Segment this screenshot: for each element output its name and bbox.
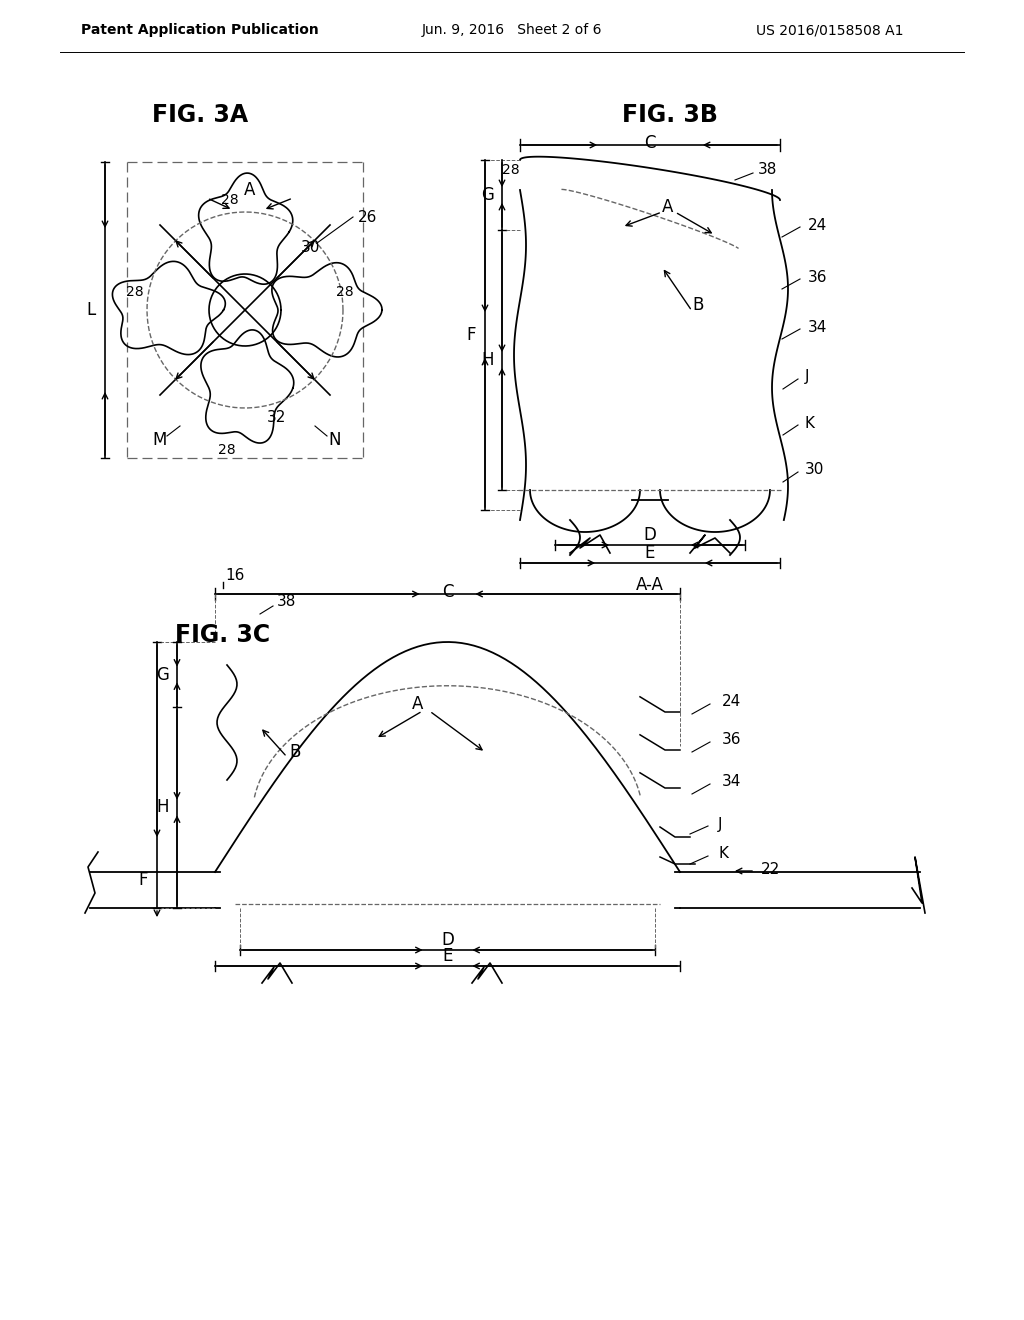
Text: 28: 28 (503, 162, 520, 177)
Text: D: D (643, 525, 656, 544)
Text: 38: 38 (758, 162, 777, 177)
Text: B: B (692, 296, 703, 314)
Text: US 2016/0158508 A1: US 2016/0158508 A1 (757, 22, 904, 37)
Text: D: D (441, 931, 454, 949)
Text: L: L (86, 301, 95, 319)
Text: A: A (245, 181, 256, 199)
Text: J: J (805, 370, 810, 384)
Text: F: F (466, 326, 476, 345)
Text: F: F (138, 871, 147, 888)
Text: C: C (441, 583, 454, 601)
Text: 26: 26 (358, 210, 378, 224)
Text: A: A (412, 696, 423, 713)
Text: 22: 22 (761, 862, 779, 878)
Text: FIG. 3C: FIG. 3C (175, 623, 270, 647)
Text: B: B (290, 743, 301, 762)
Text: E: E (442, 946, 453, 965)
Text: 30: 30 (300, 240, 319, 256)
Text: 28: 28 (126, 285, 143, 300)
Text: E: E (645, 544, 655, 562)
Text: 34: 34 (722, 775, 741, 789)
Text: 24: 24 (722, 694, 741, 710)
Text: J: J (718, 817, 723, 832)
Text: 24: 24 (808, 218, 827, 232)
Text: 36: 36 (722, 733, 741, 747)
Text: 38: 38 (278, 594, 297, 610)
Text: H: H (481, 351, 495, 370)
Text: 28: 28 (336, 285, 354, 300)
Text: N: N (329, 432, 341, 449)
Text: A: A (663, 198, 674, 216)
Text: K: K (718, 846, 728, 862)
Text: 32: 32 (267, 411, 287, 425)
Text: Patent Application Publication: Patent Application Publication (81, 22, 318, 37)
Text: Jun. 9, 2016   Sheet 2 of 6: Jun. 9, 2016 Sheet 2 of 6 (422, 22, 602, 37)
Text: 36: 36 (808, 269, 827, 285)
Text: H: H (157, 799, 169, 817)
Text: A-A: A-A (636, 576, 664, 594)
Text: K: K (805, 416, 815, 430)
Text: 28: 28 (221, 193, 239, 207)
Text: C: C (644, 135, 655, 152)
Text: G: G (481, 186, 495, 205)
Text: 16: 16 (225, 569, 245, 583)
Text: G: G (157, 665, 169, 684)
Text: 30: 30 (805, 462, 824, 478)
Text: FIG. 3B: FIG. 3B (622, 103, 718, 127)
Text: M: M (153, 432, 167, 449)
Text: FIG. 3A: FIG. 3A (152, 103, 248, 127)
Text: 28: 28 (218, 444, 236, 457)
Text: 34: 34 (808, 319, 827, 334)
